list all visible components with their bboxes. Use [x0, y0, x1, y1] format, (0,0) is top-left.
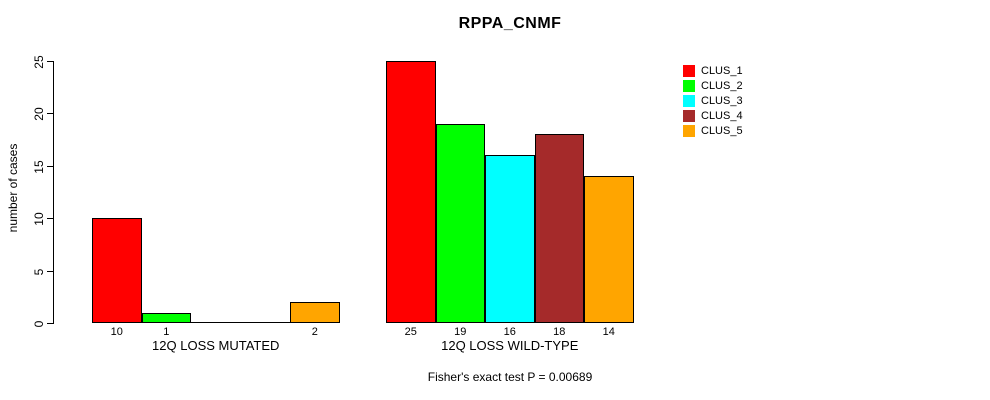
legend: CLUS_1 CLUS_2 CLUS_3 CLUS_4 CLUS_5	[683, 65, 743, 140]
subtitle-fisher-test: Fisher's exact test P = 0.00689	[427, 370, 593, 384]
y-tick-label: 5	[32, 268, 46, 276]
bar-clus_3-group2	[485, 155, 535, 323]
bar-clus_2-group2	[435, 124, 485, 323]
bar-value-label: 1	[163, 326, 170, 338]
legend-item-clus_2: CLUS_2	[683, 80, 743, 92]
legend-swatch-clus_2	[683, 80, 695, 92]
bar-clus_1-group1	[92, 218, 142, 323]
legend-item-clus_5: CLUS_5	[683, 125, 743, 137]
group-label: 12Q LOSS WILD-TYPE	[441, 338, 579, 353]
bar-value-label: 25	[404, 326, 417, 338]
y-axis-line	[53, 61, 54, 324]
y-tick	[47, 166, 53, 167]
legend-label-clus_2: CLUS_2	[701, 80, 743, 92]
y-tick-label: 25	[32, 55, 46, 69]
legend-item-clus_3: CLUS_3	[683, 95, 743, 107]
legend-label-clus_1: CLUS_1	[701, 65, 743, 77]
y-tick-label: 20	[32, 107, 46, 121]
legend-item-clus_4: CLUS_4	[683, 110, 743, 122]
legend-swatch-clus_1	[683, 65, 695, 77]
group-label: 12Q LOSS MUTATED	[152, 338, 280, 353]
legend-label-clus_3: CLUS_3	[701, 95, 743, 107]
y-tick-label: 15	[32, 160, 46, 174]
bar-value-label: 19	[454, 326, 467, 338]
bar-clus_5-group2	[584, 176, 634, 323]
bar-clus_1-group2	[386, 61, 436, 323]
legend-label-clus_4: CLUS_4	[701, 110, 743, 122]
y-tick	[47, 323, 53, 324]
bar-value-label: 10	[110, 326, 123, 338]
y-tick-label: 0	[32, 320, 46, 328]
y-tick	[47, 61, 53, 62]
legend-label-clus_5: CLUS_5	[701, 125, 743, 137]
legend-swatch-clus_4	[683, 110, 695, 122]
legend-swatch-clus_3	[683, 95, 695, 107]
y-tick	[47, 113, 53, 114]
y-axis-label: number of cases	[6, 143, 20, 233]
y-tick-label: 10	[32, 212, 46, 226]
legend-swatch-clus_5	[683, 125, 695, 137]
group-baseline	[92, 322, 340, 323]
bar-value-label: 14	[602, 326, 615, 338]
bar-value-label: 18	[553, 326, 566, 338]
bar-value-label: 16	[503, 326, 516, 338]
bar-clus_4-group2	[534, 134, 584, 323]
y-tick	[47, 271, 53, 272]
legend-item-clus_1: CLUS_1	[683, 65, 743, 77]
bar-clus_2-group1	[141, 313, 191, 323]
bar-value-label: 2	[311, 326, 318, 338]
chart-title: RPPA_CNMF	[458, 15, 562, 32]
bar-clus_5-group1	[290, 302, 340, 323]
y-tick	[47, 218, 53, 219]
